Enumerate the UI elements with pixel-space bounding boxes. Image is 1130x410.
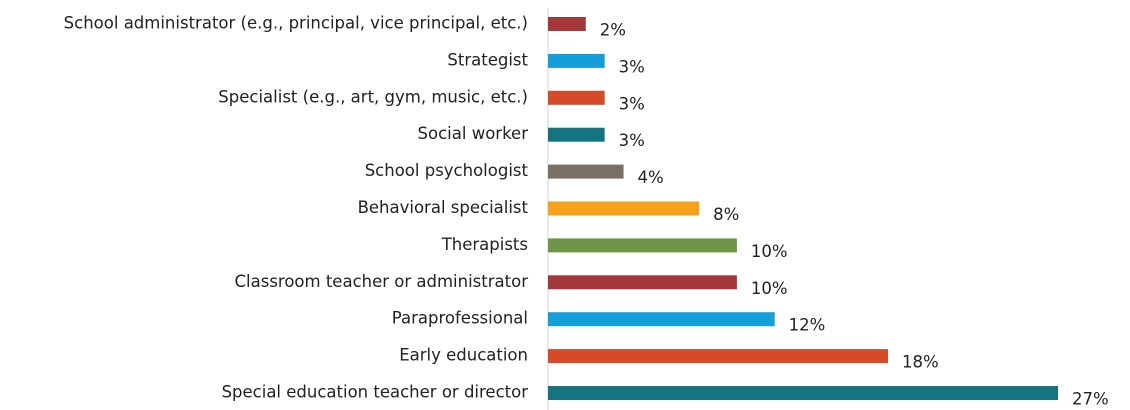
value-label: 4% <box>638 168 664 187</box>
category-label: Classroom teacher or administrator <box>235 272 529 291</box>
value-label: 2% <box>600 21 626 40</box>
bar <box>548 127 605 142</box>
category-label: Special education teacher or director <box>222 383 529 402</box>
bar <box>548 349 888 364</box>
category-label: Specialist (e.g., art, gym, music, etc.) <box>218 87 528 106</box>
value-label: 27% <box>1072 390 1109 409</box>
bar <box>548 386 1058 400</box>
value-label: 3% <box>619 94 645 113</box>
value-label: 3% <box>619 131 645 150</box>
bar <box>548 90 605 105</box>
value-label: 10% <box>751 279 788 298</box>
bar <box>548 17 586 31</box>
category-label: Social worker <box>418 124 529 143</box>
bar <box>548 312 775 327</box>
category-label: Strategist <box>447 50 528 69</box>
category-label: Behavioral specialist <box>358 198 529 217</box>
category-label: Early education <box>399 346 528 365</box>
category-label: School psychologist <box>365 161 529 180</box>
bar <box>548 164 624 179</box>
category-label: School administrator (e.g., principal, v… <box>64 14 528 33</box>
value-label: 12% <box>789 316 826 335</box>
category-label: Paraprofessional <box>392 309 528 328</box>
bar <box>548 275 737 290</box>
bar <box>548 238 737 253</box>
value-label: 8% <box>713 205 739 224</box>
value-label: 3% <box>619 57 645 76</box>
category-label: Therapists <box>441 235 528 254</box>
value-label: 18% <box>902 353 939 372</box>
bar <box>548 53 605 68</box>
value-label: 10% <box>751 242 788 261</box>
bar <box>548 201 700 216</box>
